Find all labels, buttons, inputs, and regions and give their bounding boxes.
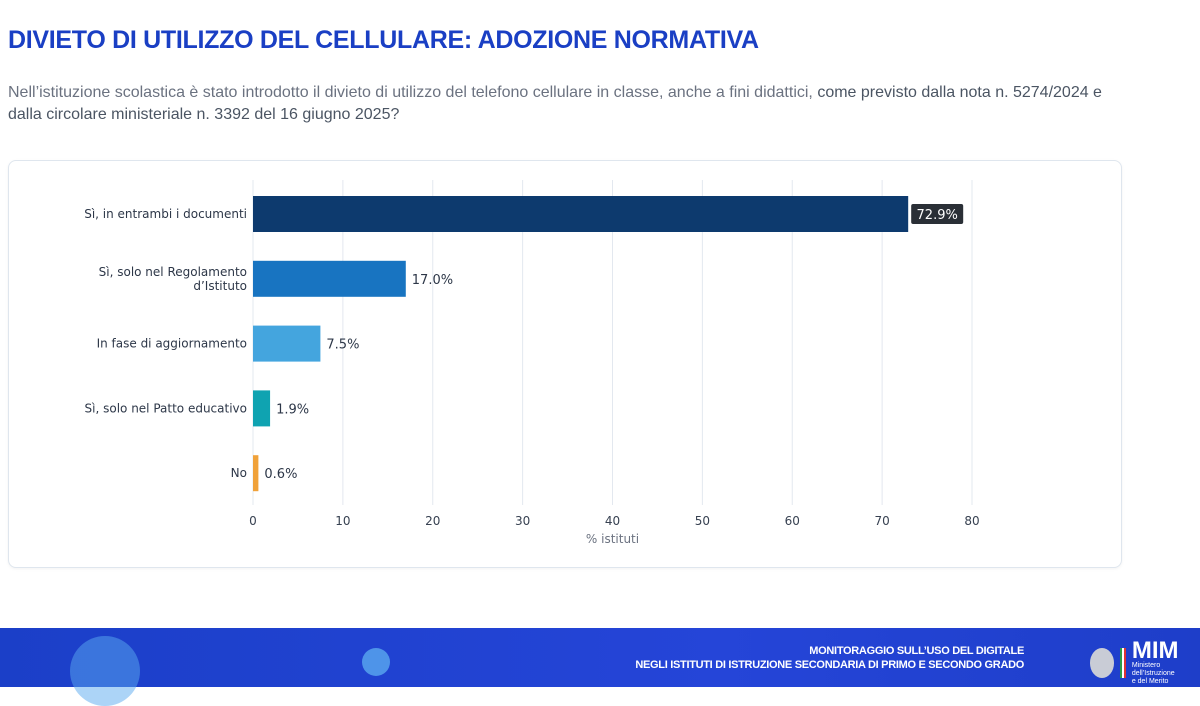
- data-label: 17.0%: [412, 273, 453, 288]
- category-label: d’Istituto: [193, 279, 247, 293]
- subtitle-part1: Nell’istituzione scolastica è stato intr…: [8, 84, 818, 101]
- bar: [253, 196, 909, 232]
- x-tick-label: 40: [605, 514, 620, 528]
- category-label: No: [231, 466, 247, 480]
- x-tick-label: 60: [785, 514, 800, 528]
- bar: [253, 325, 321, 362]
- page-title: DIVIETO DI UTILIZZO DEL CELLULARE: ADOZI…: [8, 26, 759, 54]
- x-tick-label: 30: [515, 514, 530, 528]
- footer-line2: NEGLI ISTITUTI DI ISTRUZIONE SECONDARIA …: [635, 659, 1024, 671]
- data-label: 1.9%: [276, 402, 309, 417]
- bar: [253, 455, 259, 492]
- footer-text: MONITORAGGIO SULL’USO DEL DIGITALE NEGLI …: [635, 644, 1024, 672]
- category-label: Sì, solo nel Regolamento: [99, 265, 247, 279]
- x-axis-label: % istituti: [586, 532, 639, 546]
- decor-circle: [362, 648, 390, 676]
- data-label: 0.6%: [264, 467, 297, 482]
- category-label: In fase di aggiornamento: [97, 337, 247, 351]
- x-tick-label: 50: [695, 514, 710, 528]
- decor-circle: [70, 636, 140, 706]
- emblem-icon: [1090, 648, 1115, 678]
- x-tick-label: 80: [964, 514, 979, 528]
- logo-text: MIM: [1131, 637, 1179, 664]
- data-label-bg: [911, 204, 964, 224]
- x-tick-label: 10: [335, 514, 350, 528]
- footer-line1: MONITORAGGIO SULL’USO DEL DIGITALE: [809, 645, 1024, 657]
- bar: [253, 260, 406, 297]
- category-label: Sì, in entrambi i documenti: [84, 207, 247, 221]
- flag-icon: [1120, 648, 1126, 678]
- bar-chart: 0 10 20 30 40 50 60 70 80 % istituti Sì, in entram…: [84, 180, 980, 546]
- data-label: 7.5%: [326, 338, 359, 353]
- x-tick-label: 0: [249, 514, 257, 528]
- bar: [253, 390, 271, 427]
- mim-logo: MIM Ministero dell’Istruzione e del Merito: [1090, 637, 1200, 686]
- subtitle-part2: come previsto dalla nota n. 5274/2024 e …: [8, 84, 1102, 123]
- data-label: 72.9%: [917, 208, 958, 223]
- x-tick-label: 20: [425, 514, 440, 528]
- x-tick-label: 70: [874, 514, 889, 528]
- footer-banner: MONITORAGGIO SULL’USO DEL DIGITALE NEGLI …: [0, 628, 1200, 706]
- category-label: Sì, solo nel Patto educativo: [85, 401, 247, 415]
- question-text: Nell’istituzione scolastica è stato intr…: [8, 82, 1118, 126]
- logo-sub1: Ministero dell’Istruzione: [1131, 662, 1175, 677]
- logo-sub2: e del Merito: [1131, 678, 1169, 685]
